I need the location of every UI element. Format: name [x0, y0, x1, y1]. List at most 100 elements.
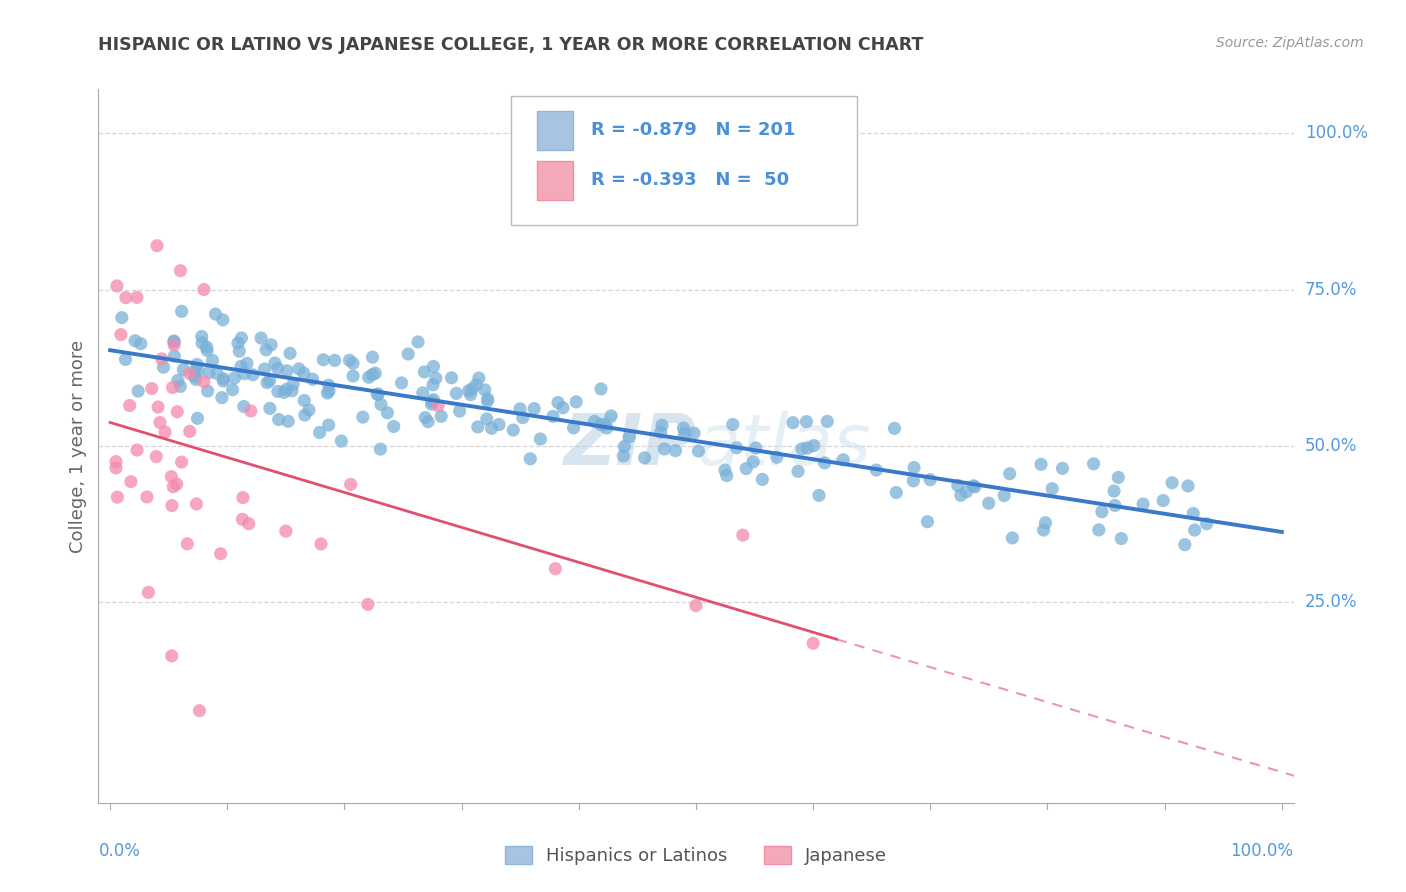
Point: [259, 401, 281, 416]
Point: [721, 417, 744, 432]
Point: [367, 387, 389, 401]
Point: [361, 350, 384, 364]
Point: [238, 516, 260, 531]
Point: [807, 488, 830, 502]
Point: [125, 443, 148, 458]
Point: [883, 421, 905, 435]
Point: [162, 380, 184, 394]
Point: [1102, 484, 1125, 499]
Point: [745, 441, 768, 455]
Text: Source: ZipAtlas.com: Source: ZipAtlas.com: [1216, 36, 1364, 50]
Point: [1104, 499, 1126, 513]
Point: [188, 704, 211, 718]
Point: [946, 478, 969, 492]
Point: [146, 238, 169, 252]
Point: [224, 371, 246, 385]
Point: [153, 425, 176, 439]
Point: [169, 264, 191, 278]
Point: [318, 378, 340, 392]
Point: [903, 474, 925, 488]
Point: [1040, 482, 1063, 496]
Point: [651, 418, 673, 433]
Point: [135, 490, 157, 504]
Point: [318, 417, 340, 432]
Point: [294, 408, 316, 422]
Point: [955, 484, 977, 499]
Point: [191, 336, 214, 351]
Text: HISPANIC OR LATINO VS JAPANESE COLLEGE, 1 YEAR OR MORE CORRELATION CHART: HISPANIC OR LATINO VS JAPANESE COLLEGE, …: [98, 36, 924, 54]
Point: [1083, 457, 1105, 471]
Text: 25.0%: 25.0%: [1305, 593, 1357, 612]
Point: [239, 404, 262, 418]
Point: [127, 384, 149, 398]
Point: [292, 366, 315, 380]
Point: [593, 417, 616, 432]
Point: [357, 370, 380, 384]
Point: [186, 411, 208, 425]
Point: [138, 585, 160, 599]
Legend: Hispanics or Latinos, Japanese: Hispanics or Latinos, Japanese: [498, 838, 894, 872]
Point: [619, 430, 641, 444]
Text: R = -0.393   N =  50: R = -0.393 N = 50: [591, 171, 789, 189]
Point: [589, 417, 612, 432]
Point: [259, 374, 281, 388]
Point: [274, 524, 297, 538]
Point: [172, 362, 194, 376]
Point: [233, 367, 256, 381]
Point: [523, 401, 546, 416]
Point: [613, 440, 636, 454]
Point: [814, 456, 837, 470]
Point: [446, 386, 468, 401]
Point: [166, 373, 188, 387]
Point: [583, 414, 606, 428]
Point: [212, 372, 235, 386]
Point: [751, 472, 773, 486]
Point: [183, 365, 205, 379]
Point: [111, 310, 134, 325]
Point: [277, 414, 299, 428]
Point: [179, 425, 201, 439]
Point: [308, 425, 330, 440]
Point: [115, 291, 138, 305]
Point: [339, 353, 361, 368]
Point: [993, 489, 1015, 503]
Point: [195, 343, 218, 358]
Point: [633, 450, 655, 465]
Point: [735, 461, 758, 475]
Text: 100.0%: 100.0%: [1305, 124, 1368, 142]
Point: [256, 376, 278, 390]
Point: [283, 377, 305, 392]
Point: [105, 490, 128, 504]
Point: [169, 379, 191, 393]
Point: [449, 404, 471, 418]
Point: [301, 372, 323, 386]
Y-axis label: College, 1 year or more: College, 1 year or more: [69, 340, 87, 552]
Point: [903, 460, 925, 475]
Point: [254, 343, 277, 357]
Point: [1174, 538, 1197, 552]
Point: [190, 329, 212, 343]
Point: [420, 397, 443, 411]
Point: [193, 283, 215, 297]
Point: [184, 372, 207, 386]
Point: [163, 338, 186, 352]
Point: [440, 371, 463, 385]
Point: [815, 414, 838, 428]
Point: [1035, 516, 1057, 530]
Point: [596, 421, 619, 435]
FancyBboxPatch shape: [510, 96, 858, 225]
Point: [273, 385, 295, 400]
Point: [186, 497, 208, 511]
Text: 100.0%: 100.0%: [1230, 842, 1294, 860]
Point: [141, 382, 163, 396]
Point: [1001, 531, 1024, 545]
Point: [425, 371, 447, 385]
Point: [1107, 470, 1129, 484]
Point: [250, 331, 273, 345]
Point: [318, 384, 340, 398]
Point: [977, 496, 1000, 510]
Point: [884, 485, 907, 500]
Point: [195, 340, 218, 354]
Point: [276, 382, 298, 396]
Point: [420, 394, 443, 409]
